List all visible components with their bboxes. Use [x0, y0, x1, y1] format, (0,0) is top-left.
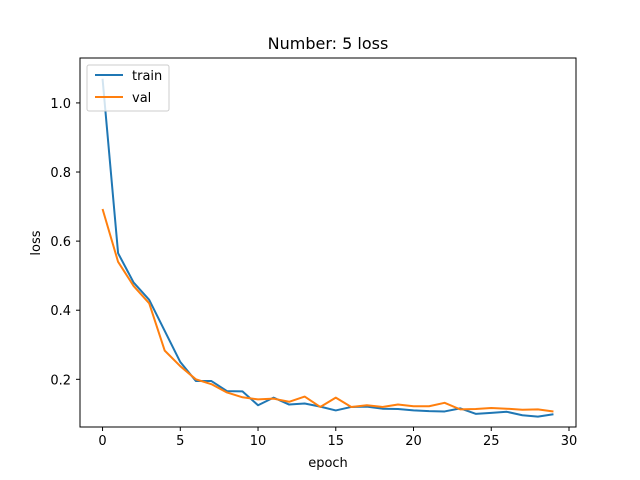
y-axis-label: loss	[29, 230, 44, 255]
x-tick-label: 5	[176, 434, 184, 449]
y-tick-label: 0.6	[50, 235, 71, 250]
chart-title: Number: 5 loss	[268, 34, 389, 53]
legend-label-val: val	[132, 91, 151, 106]
series-layer	[101, 78, 554, 418]
series-line-train	[101, 78, 554, 418]
plot-frame	[79, 57, 577, 428]
x-tick-label: 15	[328, 434, 345, 449]
x-tick-label: 20	[405, 434, 422, 449]
y-tick-label: 0.2	[50, 373, 71, 388]
series-line-val	[101, 208, 554, 413]
y-tick-label: 0.4	[50, 304, 71, 319]
legend-box	[86, 64, 170, 112]
legend-label-train: train	[132, 69, 162, 84]
axes-layer	[79, 57, 577, 428]
ticks-layer: 0 5 10 15 20 25 30 0.2 0.4 0.6 0.8 1.0	[50, 97, 577, 449]
x-tick-label: 25	[483, 434, 500, 449]
x-axis-label: epoch	[308, 456, 348, 471]
x-tick-label: 30	[561, 434, 578, 449]
x-tick-label: 0	[98, 434, 106, 449]
y-tick-label: 1.0	[50, 97, 71, 112]
x-tick-label: 10	[250, 434, 267, 449]
legend: train val	[86, 64, 170, 112]
y-tick-label: 0.8	[50, 166, 71, 181]
